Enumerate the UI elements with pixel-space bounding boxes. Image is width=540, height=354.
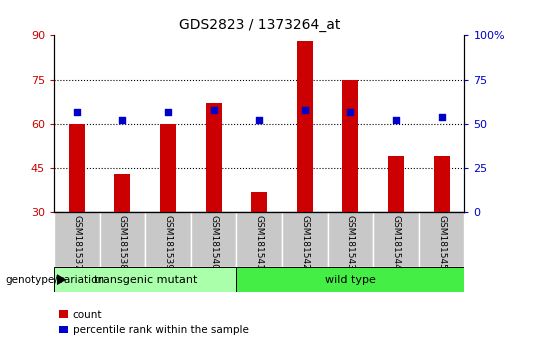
Point: [437, 114, 446, 120]
Point: [300, 107, 309, 113]
Bar: [251, 192, 267, 212]
Point: [118, 118, 127, 123]
Text: GSM181544: GSM181544: [392, 215, 401, 270]
Point: [255, 118, 264, 123]
Bar: [342, 80, 359, 212]
Text: genotype/variation: genotype/variation: [5, 275, 105, 285]
Bar: [69, 124, 85, 212]
Bar: [434, 156, 450, 212]
Legend: count, percentile rank within the sample: count, percentile rank within the sample: [59, 310, 248, 335]
Title: GDS2823 / 1373264_at: GDS2823 / 1373264_at: [179, 18, 340, 32]
Bar: [419, 212, 464, 267]
Text: transgenic mutant: transgenic mutant: [93, 275, 197, 285]
Point: [210, 107, 218, 113]
Bar: [237, 212, 282, 267]
Bar: [328, 212, 373, 267]
Bar: [114, 174, 130, 212]
Bar: [160, 124, 176, 212]
Bar: [237, 267, 464, 292]
Bar: [388, 156, 404, 212]
Bar: [297, 41, 313, 212]
Bar: [54, 212, 99, 267]
Text: GSM181542: GSM181542: [300, 215, 309, 270]
Bar: [282, 212, 328, 267]
Text: GSM181539: GSM181539: [164, 215, 172, 270]
Text: GSM181545: GSM181545: [437, 215, 446, 270]
Text: GSM181543: GSM181543: [346, 215, 355, 270]
Bar: [145, 212, 191, 267]
Bar: [206, 103, 221, 212]
Text: GSM181540: GSM181540: [209, 215, 218, 270]
Text: GSM181541: GSM181541: [255, 215, 264, 270]
Text: wild type: wild type: [325, 275, 376, 285]
Text: GSM181537: GSM181537: [72, 215, 82, 270]
Bar: [373, 212, 419, 267]
Text: GSM181538: GSM181538: [118, 215, 127, 270]
Bar: [99, 212, 145, 267]
Point: [72, 109, 81, 114]
Bar: [54, 267, 237, 292]
Point: [346, 109, 355, 114]
Bar: [191, 212, 237, 267]
Polygon shape: [57, 274, 66, 285]
Point: [392, 118, 400, 123]
Point: [164, 109, 172, 114]
